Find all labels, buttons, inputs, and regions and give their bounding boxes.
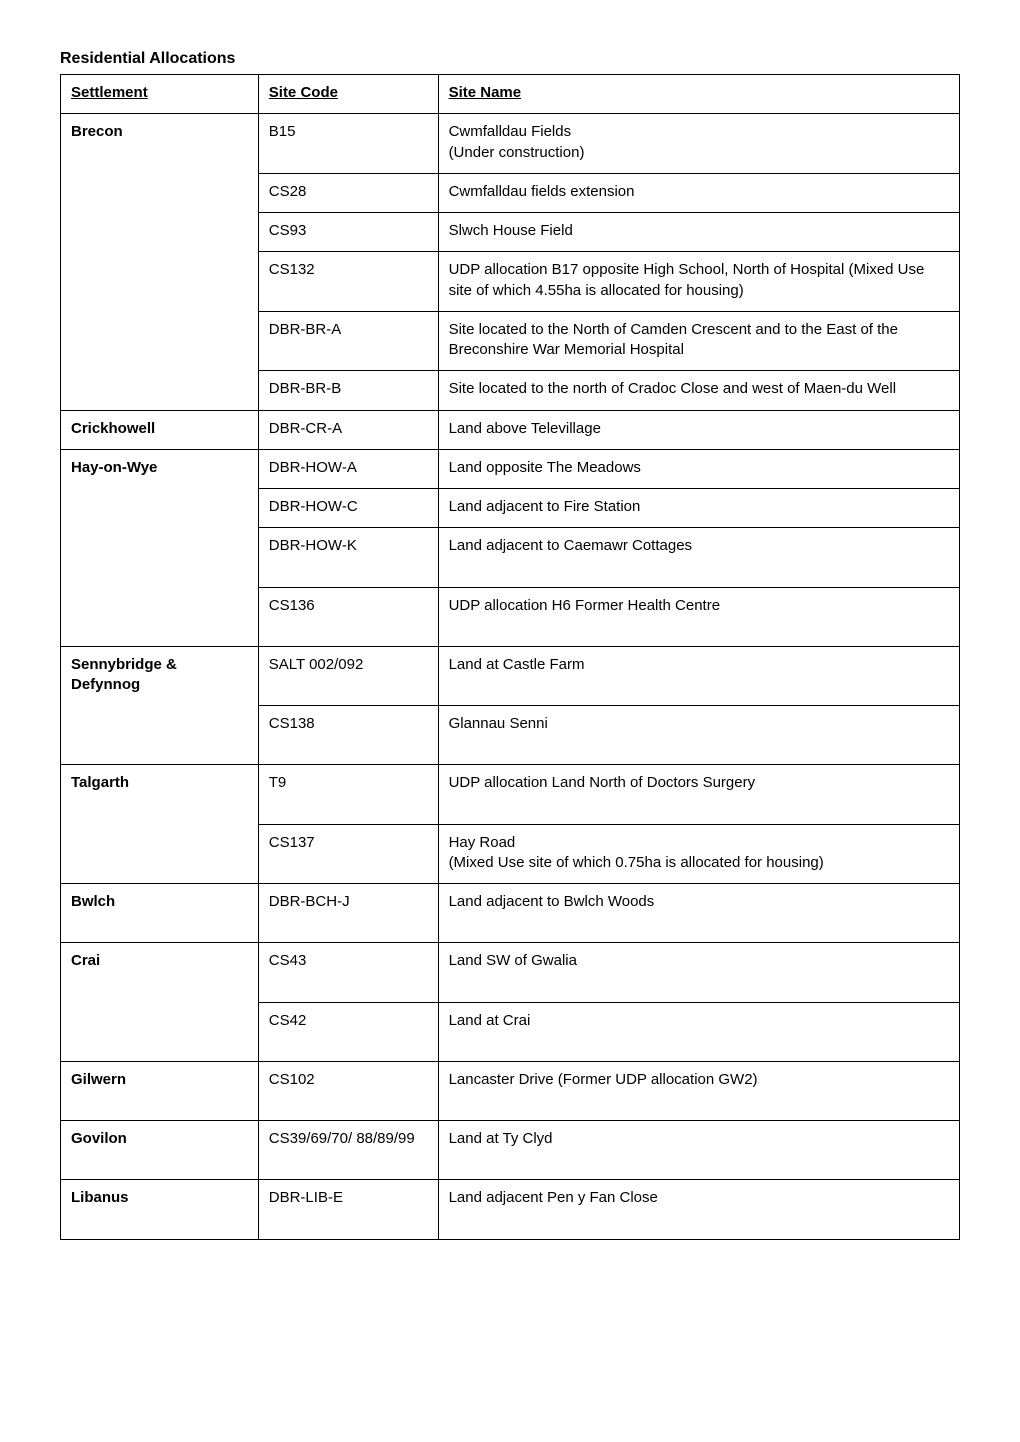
table-row: CraiCS43Land SW of Gwalia	[61, 943, 960, 1002]
site-code-cell: CS28	[258, 173, 438, 212]
site-name-cell: UDP allocation H6 Former Health Centre	[438, 587, 959, 646]
site-name-cell: Land above Televillage	[438, 410, 959, 449]
site-name-cell: Land adjacent Pen y Fan Close	[438, 1180, 959, 1239]
site-name-cell: Land adjacent to Caemawr Cottages	[438, 528, 959, 587]
table-row: BwlchDBR-BCH-JLand adjacent to Bwlch Woo…	[61, 884, 960, 943]
site-code-cell: T9	[258, 765, 438, 824]
table-body: BreconB15Cwmfalldau Fields(Under constru…	[61, 114, 960, 1239]
table-row: TalgarthT9UDP allocation Land North of D…	[61, 765, 960, 824]
site-code-cell: CS43	[258, 943, 438, 1002]
col-settlement: Settlement	[61, 75, 259, 114]
table-row: Hay-on-WyeDBR-HOW-ALand opposite The Mea…	[61, 449, 960, 488]
settlement-cell: Brecon	[61, 114, 259, 410]
page-container: Residential Allocations Settlement Site …	[0, 0, 1020, 1300]
site-name-cell: Land adjacent to Bwlch Woods	[438, 884, 959, 943]
site-code-cell: DBR-BR-B	[258, 371, 438, 410]
table-row: LibanusDBR-LIB-ELand adjacent Pen y Fan …	[61, 1180, 960, 1239]
site-code-cell: CS137	[258, 824, 438, 884]
site-name-cell: Land at Castle Farm	[438, 646, 959, 705]
site-name-cell: Land at Crai	[438, 1002, 959, 1061]
table-row: GilwernCS102Lancaster Drive (Former UDP …	[61, 1061, 960, 1120]
col-site-code: Site Code	[258, 75, 438, 114]
table-row: BreconB15Cwmfalldau Fields(Under constru…	[61, 114, 960, 174]
site-name-cell: UDP allocation B17 opposite High School,…	[438, 252, 959, 312]
col-site-name: Site Name	[438, 75, 959, 114]
site-code-cell: CS138	[258, 706, 438, 765]
site-name-cell: Site located to the North of Camden Cres…	[438, 311, 959, 371]
settlement-cell: Bwlch	[61, 884, 259, 943]
table-row: GovilonCS39/69/70/ 88/89/99Land at Ty Cl…	[61, 1121, 960, 1180]
site-code-cell: DBR-HOW-K	[258, 528, 438, 587]
settlement-cell: Govilon	[61, 1121, 259, 1180]
site-code-cell: CS132	[258, 252, 438, 312]
site-code-cell: DBR-HOW-C	[258, 489, 438, 528]
site-name-cell: Land SW of Gwalia	[438, 943, 959, 1002]
settlement-cell: Hay-on-Wye	[61, 449, 259, 646]
site-name-cell: Cwmfalldau Fields(Under construction)	[438, 114, 959, 174]
settlement-cell: Sennybridge & Defynnog	[61, 646, 259, 765]
site-name-cell: Hay Road(Mixed Use site of which 0.75ha …	[438, 824, 959, 884]
site-name-cell: Land opposite The Meadows	[438, 449, 959, 488]
site-name-cell: UDP allocation Land North of Doctors Sur…	[438, 765, 959, 824]
site-name-cell: Cwmfalldau fields extension	[438, 173, 959, 212]
site-name-cell: Land at Ty Clyd	[438, 1121, 959, 1180]
table-row: Sennybridge & DefynnogSALT 002/092Land a…	[61, 646, 960, 705]
site-name-cell: Land adjacent to Fire Station	[438, 489, 959, 528]
site-code-cell: DBR-LIB-E	[258, 1180, 438, 1239]
site-code-cell: CS39/69/70/ 88/89/99	[258, 1121, 438, 1180]
table-header-row: Settlement Site Code Site Name	[61, 75, 960, 114]
settlement-cell: Crickhowell	[61, 410, 259, 449]
site-code-cell: CS93	[258, 213, 438, 252]
site-name-cell: Lancaster Drive (Former UDP allocation G…	[438, 1061, 959, 1120]
site-name-cell: Slwch House Field	[438, 213, 959, 252]
site-code-cell: DBR-BCH-J	[258, 884, 438, 943]
site-name-cell: Site located to the north of Cradoc Clos…	[438, 371, 959, 410]
settlement-cell: Crai	[61, 943, 259, 1062]
site-code-cell: CS102	[258, 1061, 438, 1120]
settlement-cell: Talgarth	[61, 765, 259, 884]
site-code-cell: DBR-BR-A	[258, 311, 438, 371]
settlement-cell: Libanus	[61, 1180, 259, 1239]
settlement-cell: Gilwern	[61, 1061, 259, 1120]
site-code-cell: DBR-CR-A	[258, 410, 438, 449]
site-code-cell: DBR-HOW-A	[258, 449, 438, 488]
allocations-table: Settlement Site Code Site Name BreconB15…	[60, 74, 960, 1240]
page-title: Residential Allocations	[60, 50, 960, 68]
site-code-cell: B15	[258, 114, 438, 174]
table-row: CrickhowellDBR-CR-ALand above Televillag…	[61, 410, 960, 449]
site-code-cell: CS42	[258, 1002, 438, 1061]
site-name-cell: Glannau Senni	[438, 706, 959, 765]
site-code-cell: CS136	[258, 587, 438, 646]
site-code-cell: SALT 002/092	[258, 646, 438, 705]
